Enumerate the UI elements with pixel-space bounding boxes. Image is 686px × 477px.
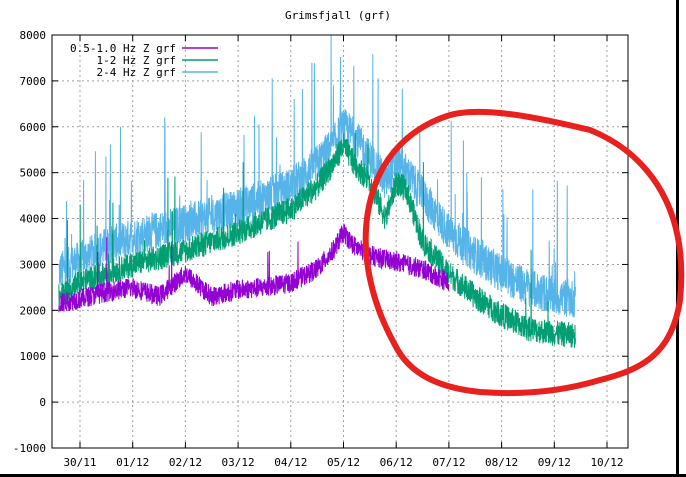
x-tick-label: 04/12 (274, 456, 307, 469)
x-tick-label: 08/12 (485, 456, 518, 469)
x-tick-label: 02/12 (169, 456, 202, 469)
x-tick-label: 03/12 (222, 456, 255, 469)
annotation-layer (362, 108, 685, 397)
y-tick-label: 0 (39, 396, 46, 409)
y-tick-label: -1000 (13, 442, 46, 455)
y-tick-label: 7000 (20, 75, 47, 88)
legend-label: 1-2 Hz Z grf (97, 54, 176, 67)
x-tick-label: 30/11 (63, 456, 96, 469)
y-tick-label: 2000 (20, 304, 47, 317)
chart-title: Grimsfjall (grf) (285, 9, 391, 22)
series-line (58, 223, 450, 313)
tick-label-layer: -1000 0 1000 2000 3000 4000 5000 6000 7000 8000 30… (13, 29, 624, 469)
x-tick-label: 05/12 (327, 456, 360, 469)
series-0 (58, 223, 450, 313)
window-border-bottom (0, 474, 686, 477)
y-tick-label: 6000 (20, 121, 47, 134)
y-tick-label: 4000 (20, 213, 47, 226)
series-1 (58, 132, 576, 348)
series-2 (58, 34, 576, 318)
legend-label: 0.5-1.0 Hz Z grf (70, 42, 176, 55)
legend-label: 2-4 Hz Z grf (97, 66, 176, 79)
y-tick-label: 3000 (20, 258, 47, 271)
x-tick-label: 10/12 (590, 456, 623, 469)
series-line (58, 34, 576, 318)
x-tick-label: 09/12 (538, 456, 571, 469)
y-tick-label: 1000 (20, 350, 47, 363)
series-line (58, 132, 576, 348)
x-tick-label: 01/12 (116, 456, 149, 469)
series-layer (58, 34, 576, 348)
x-tick-label: 06/12 (380, 456, 413, 469)
y-tick-label: 8000 (20, 29, 47, 42)
plot-frame (51, 34, 629, 449)
axis-layer (51, 34, 629, 449)
x-tick-label: 07/12 (432, 456, 465, 469)
y-tick-label: 5000 (20, 167, 47, 180)
annotation-circle (362, 108, 685, 397)
